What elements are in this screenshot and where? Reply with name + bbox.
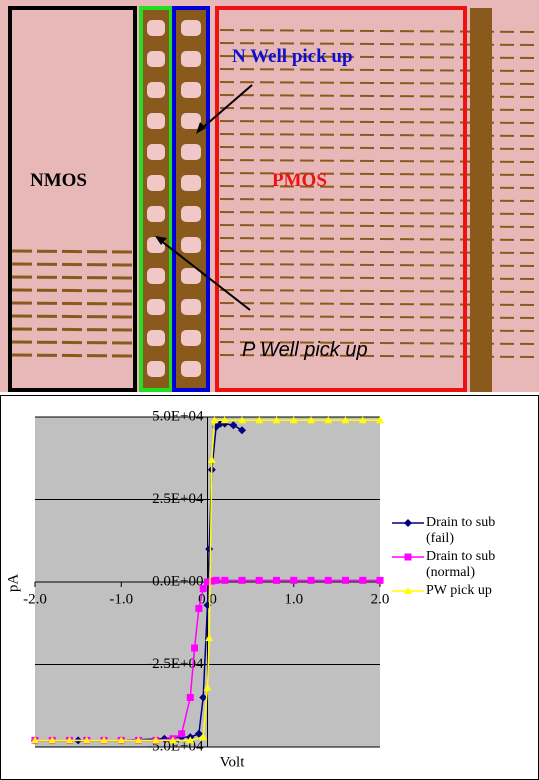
data-point bbox=[359, 577, 366, 584]
contact bbox=[147, 175, 165, 191]
contact bbox=[147, 144, 165, 160]
legend-swatch bbox=[390, 549, 426, 565]
x-tick-label: 2.0 bbox=[371, 591, 390, 607]
data-point bbox=[187, 694, 194, 701]
poly-line bbox=[12, 329, 133, 330]
data-point bbox=[213, 577, 220, 584]
poly-line bbox=[12, 355, 133, 356]
data-point bbox=[273, 577, 280, 584]
contact bbox=[147, 113, 165, 129]
contact bbox=[181, 206, 201, 222]
legend: Drain to sub (fail)Drain to sub (normal)… bbox=[390, 515, 538, 601]
poly-line bbox=[12, 264, 133, 265]
nwell-label: N Well pick up bbox=[232, 46, 353, 67]
y-tick-label: 2.5E+04 bbox=[152, 491, 204, 507]
y-axis-label: pA bbox=[5, 574, 21, 593]
legend-label: Drain to sub (normal) bbox=[426, 549, 526, 581]
contact bbox=[147, 82, 165, 98]
contact bbox=[181, 361, 201, 377]
poly-line bbox=[12, 290, 133, 291]
contact bbox=[147, 51, 165, 67]
legend-marker bbox=[404, 519, 412, 527]
pwell-label: P Well pick up bbox=[242, 339, 368, 361]
contact bbox=[147, 206, 165, 222]
contact bbox=[181, 144, 201, 160]
contact bbox=[147, 330, 165, 346]
x-axis-label: Volt bbox=[220, 754, 246, 770]
pmos-label: PMOS bbox=[272, 170, 327, 191]
contact bbox=[181, 51, 201, 67]
legend-item: Drain to sub (fail) bbox=[390, 515, 538, 547]
x-tick-label: -1.0 bbox=[109, 591, 133, 607]
y-tick-label: 5.0E+04 bbox=[152, 408, 204, 424]
data-point bbox=[308, 577, 315, 584]
legend-swatch bbox=[390, 515, 426, 531]
data-point bbox=[200, 585, 207, 592]
legend-item: PW pick up bbox=[390, 583, 538, 599]
contact bbox=[181, 299, 201, 315]
contact bbox=[147, 268, 165, 284]
poly-line bbox=[12, 342, 133, 343]
poly-line bbox=[12, 251, 133, 252]
x-tick-label: -2.0 bbox=[23, 591, 47, 607]
micrograph: N Well pick up NMOS PMOS P Well pick up bbox=[0, 0, 539, 392]
legend-label: Drain to sub (fail) bbox=[426, 515, 526, 547]
legend-item: Drain to sub (normal) bbox=[390, 549, 538, 581]
nmos-label: NMOS bbox=[30, 170, 87, 191]
data-point bbox=[191, 645, 198, 652]
contact bbox=[181, 20, 201, 36]
data-point bbox=[290, 577, 297, 584]
data-point bbox=[239, 577, 246, 584]
x-tick-label: 1.0 bbox=[284, 591, 303, 607]
contact bbox=[181, 175, 201, 191]
legend-marker bbox=[405, 554, 412, 561]
poly-line bbox=[12, 303, 133, 304]
contact bbox=[181, 82, 201, 98]
legend-label: PW pick up bbox=[426, 583, 526, 599]
contact bbox=[147, 361, 165, 377]
data-point bbox=[377, 577, 384, 584]
contact bbox=[147, 20, 165, 36]
y-tick-label: 0.0E+00 bbox=[152, 573, 203, 589]
data-point bbox=[221, 577, 228, 584]
data-point bbox=[256, 577, 263, 584]
legend-swatch bbox=[390, 583, 426, 599]
data-point bbox=[195, 605, 202, 612]
data-point bbox=[342, 577, 349, 584]
contact bbox=[181, 237, 201, 253]
page: N Well pick up NMOS PMOS P Well pick up … bbox=[0, 0, 539, 780]
data-point bbox=[325, 577, 332, 584]
poly-line bbox=[12, 316, 133, 317]
contact bbox=[147, 299, 165, 315]
data-point bbox=[178, 730, 185, 737]
y-tick-label: -2.5E+04 bbox=[147, 656, 204, 672]
contact bbox=[181, 330, 201, 346]
contact bbox=[181, 113, 201, 129]
poly-line bbox=[12, 277, 133, 278]
